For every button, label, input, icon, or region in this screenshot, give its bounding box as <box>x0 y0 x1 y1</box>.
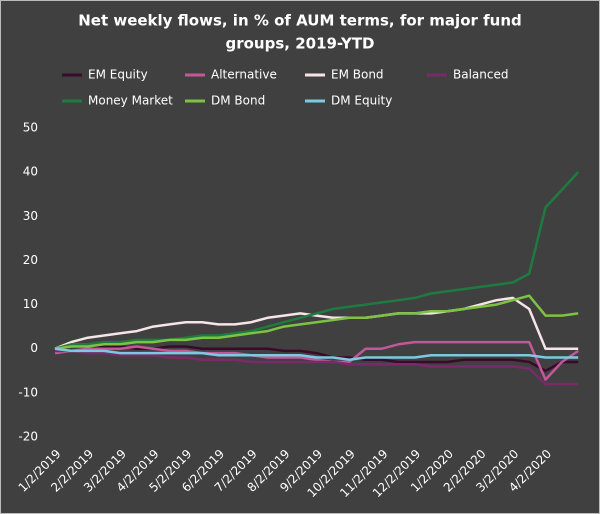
legend-label: DM Equity <box>331 94 392 108</box>
legend-label: EM Bond <box>331 68 384 82</box>
y-tick-label: -10 <box>18 385 38 399</box>
series-line <box>55 349 579 386</box>
chart-title: groups, 2019-YTD <box>225 35 374 53</box>
legend-label: EM Equity <box>88 68 148 82</box>
series-line <box>54 294 579 350</box>
y-tick-label: 50 <box>23 121 38 135</box>
y-tick-label: -20 <box>18 430 38 444</box>
y-tick-label: 20 <box>23 253 38 267</box>
series-line <box>54 345 579 373</box>
y-tick-label: 30 <box>23 209 38 223</box>
y-tick-label: 40 <box>23 165 38 179</box>
legend-label: Alternative <box>211 68 277 82</box>
legend-label: DM Bond <box>211 94 265 108</box>
series-line <box>54 171 580 350</box>
series-line <box>54 340 579 381</box>
y-tick-label: 10 <box>23 297 38 311</box>
legend-label: Money Market <box>88 94 173 108</box>
legend-label: Balanced <box>453 68 508 82</box>
series-line <box>54 347 579 362</box>
chart-title: Net weekly flows, in % of AUM terms, for… <box>78 12 522 30</box>
series-line <box>54 296 579 350</box>
y-tick-label: 0 <box>30 341 38 355</box>
